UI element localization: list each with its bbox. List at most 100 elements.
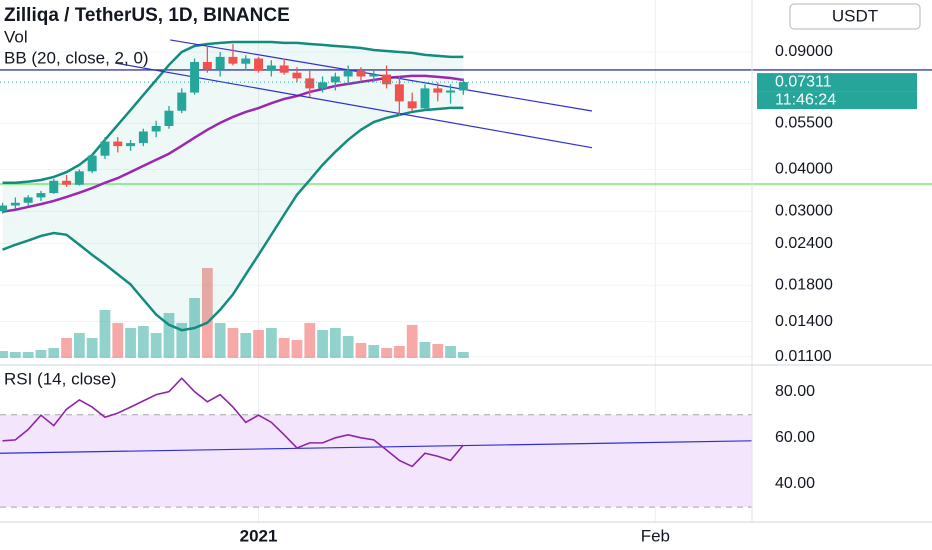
candle-body <box>49 180 59 194</box>
y-tick-label: 0.04000 <box>775 161 833 178</box>
candle-body <box>343 70 353 77</box>
candle-body <box>202 61 212 70</box>
volume-bar <box>48 348 60 358</box>
volume-bar <box>253 330 264 358</box>
volume-bar <box>278 338 290 358</box>
axes: 2021 Feb 0.09000 0.05500 0.04000 0.03000 0.024… <box>240 43 917 545</box>
countdown-box <box>757 91 917 110</box>
candle-body <box>330 76 340 83</box>
last-price-label: 0.07311 <box>775 73 832 90</box>
volume-bar <box>342 336 354 358</box>
candle-body <box>241 58 251 64</box>
volume-bar <box>432 344 444 358</box>
candle-body <box>215 56 225 70</box>
volume-bar <box>368 345 380 358</box>
candle-body <box>318 82 328 89</box>
volume-bar <box>265 328 277 358</box>
volume-bar <box>227 328 239 358</box>
y-tick-label: 0.02400 <box>775 235 833 252</box>
rsi-line <box>2 377 464 468</box>
candle-body <box>0 205 8 212</box>
volume-bar <box>329 328 341 358</box>
candle-body <box>164 110 174 127</box>
y-tick-label: 0.09000 <box>775 43 833 60</box>
volume-bar <box>112 323 124 358</box>
volume-bar <box>0 351 8 358</box>
candle-body <box>420 88 430 109</box>
candle-body <box>151 126 161 132</box>
x-tick-label: Feb <box>641 526 670 545</box>
rsi-tick-label: 40.00 <box>775 475 815 492</box>
symbol-title: Zilliqa / TetherUS, 1D, BINANCE <box>4 5 290 26</box>
y-tick-label: 0.01800 <box>775 276 833 293</box>
rsi-band-fill <box>0 414 752 508</box>
rsi-legend: RSI (14, close) <box>4 369 116 388</box>
candle-body <box>446 90 456 93</box>
candle-body <box>305 78 315 89</box>
plot <box>0 39 932 508</box>
volume-bar <box>291 340 303 358</box>
candle-body <box>10 202 20 206</box>
candle-body <box>228 56 238 64</box>
trend-line <box>170 39 593 112</box>
volume-bar <box>304 323 316 358</box>
candle-body <box>100 141 110 156</box>
volume-bar <box>163 313 175 358</box>
candle-body <box>356 70 366 77</box>
bb-fill <box>2 42 464 331</box>
volume-bar <box>35 350 47 358</box>
rsi-tick-label: 80.00 <box>775 383 815 400</box>
volume-bar <box>381 348 392 358</box>
y-tick-label: 0.01400 <box>775 313 833 330</box>
volume-bar <box>9 352 21 358</box>
candle-body <box>369 74 379 77</box>
volume-bar <box>406 325 418 358</box>
candle-body <box>23 197 33 203</box>
candle-body <box>382 74 392 85</box>
last-price-box <box>757 73 917 92</box>
x-tick-label: 2021 <box>240 526 278 545</box>
volume-bar <box>61 338 72 358</box>
candle-body <box>292 72 302 79</box>
candle-body <box>190 61 200 93</box>
candle-body <box>394 84 404 102</box>
candle-body <box>36 193 46 198</box>
currency-button[interactable] <box>789 3 921 30</box>
volume-bar <box>457 352 469 358</box>
candle-body <box>113 141 123 147</box>
volume-bar <box>201 268 213 358</box>
volume-bar <box>393 346 405 358</box>
countdown-label: 11:46:24 <box>775 91 836 108</box>
volume-bar <box>240 333 252 358</box>
volume-bar <box>176 323 188 358</box>
bb-upper <box>2 40 464 185</box>
volume-bar <box>86 338 98 358</box>
volume-legend: Vol <box>4 27 28 46</box>
bb-legend: BB (20, close, 2, 0) <box>4 48 149 67</box>
candle-body <box>87 155 97 172</box>
candle-body <box>62 180 72 185</box>
candle-body <box>433 88 443 93</box>
candle-body <box>126 143 136 147</box>
candle-body <box>138 131 148 144</box>
rsi-trend-line <box>0 440 753 454</box>
volume-bar <box>137 326 149 358</box>
volume-bar <box>22 352 34 358</box>
volume-bar <box>214 323 226 358</box>
candle-body <box>279 65 289 73</box>
candle-body <box>254 58 264 71</box>
currency-label[interactable]: USDT <box>832 6 878 25</box>
candle-body <box>458 82 468 91</box>
volume-bar <box>317 330 328 358</box>
volume-bar <box>99 310 111 358</box>
volume-bar <box>419 342 431 358</box>
rsi-tick-label: 60.00 <box>775 429 815 446</box>
candle-body <box>177 92 187 111</box>
y-tick-label: 0.01100 <box>775 348 832 365</box>
volume-bar <box>355 343 367 358</box>
volume-bar <box>73 333 85 358</box>
volume-bar <box>150 333 162 358</box>
bb-lower <box>2 106 464 332</box>
